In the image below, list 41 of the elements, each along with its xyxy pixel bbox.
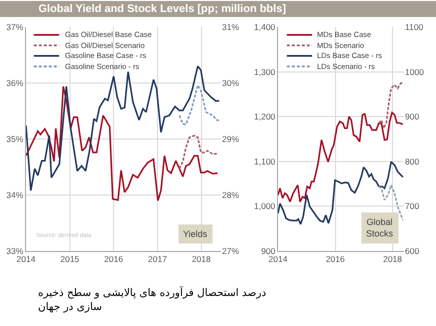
y2-tick-label: 1100 xyxy=(405,22,424,32)
y-tick-label: 1,300 xyxy=(254,66,276,77)
x-tick-label: 2017 xyxy=(148,254,168,264)
y2-tick-label: 900 xyxy=(405,112,420,122)
y-tick-label: 35% xyxy=(6,134,24,144)
line-series xyxy=(26,65,220,192)
annotation: Yields xyxy=(183,229,208,239)
chart-title: Global Yield and Stock Levels [pp; million bbls] xyxy=(0,1,436,17)
line-series xyxy=(278,112,404,203)
y-tick-label: 34% xyxy=(6,190,24,200)
y2-tick-label: 800 xyxy=(405,156,420,166)
x-tick-label: 2014 xyxy=(16,254,36,264)
text: درصد استحصال فرآورده های پالایشی و سطح ذخیره سازی در جهان xyxy=(38,286,268,314)
y2-tick-label: 27% xyxy=(222,246,240,256)
y-tick-label: 1,100 xyxy=(254,156,276,166)
annotation: Global Stocks xyxy=(366,217,394,239)
y2-tick-label: 600 xyxy=(405,246,420,256)
y-tick-label: 1,200 xyxy=(254,112,276,122)
x-tick-label: 2015 xyxy=(60,254,80,264)
y-tick-label: 37% xyxy=(6,22,24,32)
x-tick-label: 2016 xyxy=(104,254,124,264)
y-tick-label: 36% xyxy=(6,78,24,88)
y-tick-label: 1,400 xyxy=(254,22,276,32)
x-tick-label: 2018 xyxy=(383,254,402,264)
y-tick-label: 1,000 xyxy=(254,201,276,212)
y2-tick-label: 1000 xyxy=(405,66,424,77)
x-tick-label: 2018 xyxy=(192,254,211,264)
line-series xyxy=(278,161,404,225)
y2-tick-label: 30% xyxy=(222,78,240,88)
y2-tick-label: 31% xyxy=(222,22,240,32)
y-tick-label: 900 xyxy=(261,246,276,256)
line-series xyxy=(178,84,220,126)
line-series xyxy=(26,86,218,202)
y2-tick-label: 700 xyxy=(405,201,420,212)
y2-tick-label: 28% xyxy=(222,190,240,200)
y2-tick-label: 29% xyxy=(222,134,240,144)
line-series xyxy=(178,134,218,170)
y-tick-label: 33% xyxy=(6,246,24,256)
x-tick-label: 2016 xyxy=(326,254,345,264)
x-tick-label: 2014 xyxy=(268,254,288,264)
line-series xyxy=(378,80,404,130)
